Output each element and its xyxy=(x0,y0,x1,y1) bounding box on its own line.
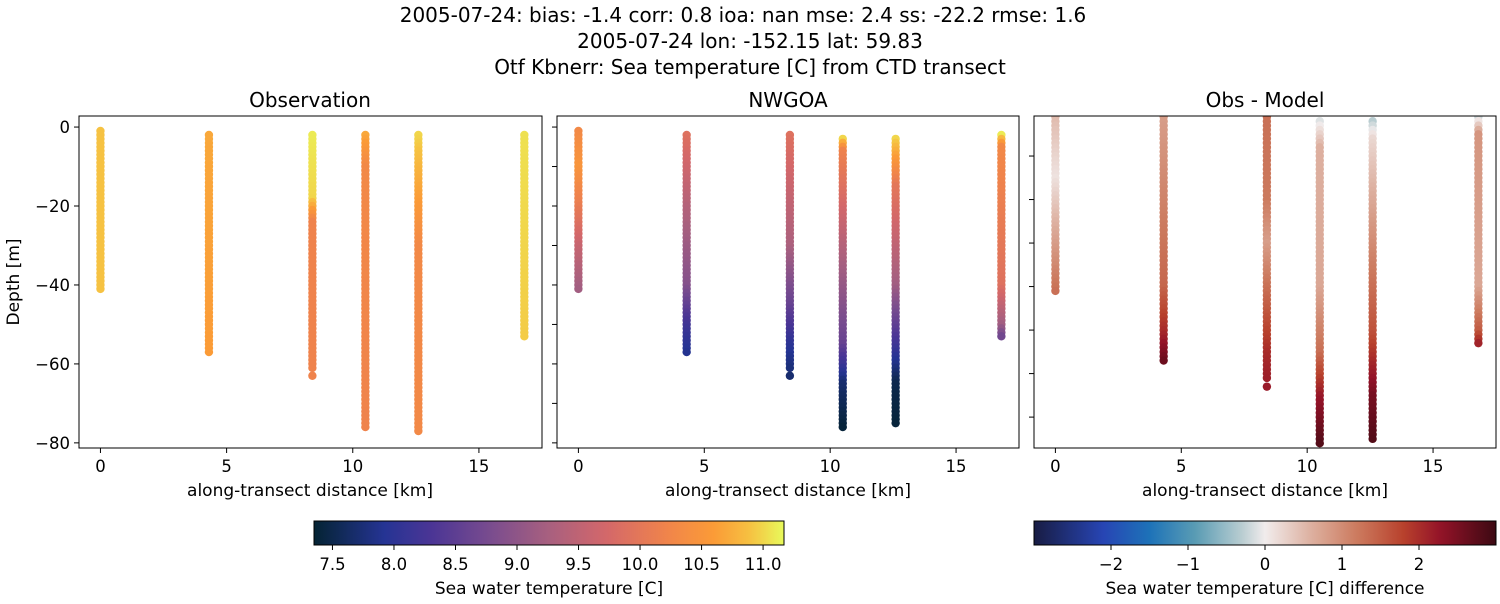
colorbar-tick-label: 9.0 xyxy=(504,555,530,574)
profile-station-1 xyxy=(574,126,583,294)
data-point xyxy=(891,418,900,428)
x-tick-label: 0 xyxy=(1050,457,1061,476)
x-tick-label: 15 xyxy=(1423,457,1444,476)
panel-observation: 0 5 10 15 0 −20 −40 −60 −80 xyxy=(35,115,543,476)
colorbar-tick-label: 8.5 xyxy=(442,555,468,574)
profile-station-4 xyxy=(1315,117,1324,448)
colorbar-tick-label: 7.5 xyxy=(319,555,345,574)
y-tick-label: 0 xyxy=(60,118,71,137)
x-axis-label-difference: along-transect distance [km] xyxy=(1142,481,1388,501)
profile-station-6 xyxy=(1474,116,1483,348)
y-tick-label: −80 xyxy=(35,434,70,453)
panel-difference: 0 5 10 15 xyxy=(1029,115,1497,476)
profile-station-2 xyxy=(682,130,691,357)
panel-model: 0 5 10 15 xyxy=(552,115,1020,476)
profile-station-3 xyxy=(308,130,317,380)
colorbar-tick-label: 11.0 xyxy=(745,555,782,574)
data-points xyxy=(96,126,529,436)
figure-title-line-3: Otf Kbnerr: Sea temperature [C] from CTD… xyxy=(494,55,1006,79)
colorbar-tick-label: −1 xyxy=(1176,555,1200,574)
data-point xyxy=(414,426,423,436)
panel-title-difference: Obs - Model xyxy=(1206,88,1325,112)
axes-frame xyxy=(556,115,1020,449)
x-axis-label-observation: along-transect distance [km] xyxy=(187,481,433,501)
colorbar-tick-label: 10.0 xyxy=(622,555,659,574)
colorbar-tick-label: 0 xyxy=(1260,555,1271,574)
data-point xyxy=(682,347,691,357)
data-point xyxy=(574,284,583,294)
x-axis-label-model: along-transect distance [km] xyxy=(665,481,911,501)
data-point xyxy=(997,332,1006,341)
colorbar-label-difference: Sea water temperature [C] difference xyxy=(1105,579,1424,599)
colorbar-tick-label: 9.5 xyxy=(565,555,591,574)
x-tick-label: 10 xyxy=(820,457,841,476)
profile-station-2 xyxy=(1159,116,1168,365)
x-tick-label: 5 xyxy=(221,457,232,476)
colorbar-gradient xyxy=(313,520,785,546)
profile-station-3 xyxy=(785,130,795,380)
y-tick-label: −20 xyxy=(35,197,70,216)
figure-title-line-1: 2005-07-24: bias: -1.4 corr: 0.8 ioa: na… xyxy=(400,3,1087,27)
data-point xyxy=(96,284,105,294)
panel-title-observation: Observation xyxy=(249,88,371,112)
profile-station-6 xyxy=(520,130,529,341)
colorbar-gradient xyxy=(1033,520,1497,546)
colorbar-tick-label: 2 xyxy=(1414,555,1425,574)
x-tick-label: 0 xyxy=(573,457,584,476)
figure-title-line-2: 2005-07-24 lon: -152.15 lat: 59.83 xyxy=(577,29,923,53)
x-tick-label: 10 xyxy=(342,457,363,476)
data-point xyxy=(361,422,370,432)
data-point xyxy=(520,332,529,341)
data-point xyxy=(1159,356,1168,365)
profile-station-4 xyxy=(838,134,847,432)
y-axis-label: Depth [m] xyxy=(4,238,24,325)
colorbar-label-temperature: Sea water temperature [C] xyxy=(435,579,663,599)
data-point xyxy=(1262,373,1272,383)
data-point xyxy=(204,347,214,357)
axes-frame xyxy=(78,115,543,449)
y-tick-label: −60 xyxy=(35,355,70,374)
profile-station-4 xyxy=(361,130,370,432)
x-tick-label: 5 xyxy=(699,457,710,476)
colorbar-tick-label: 1 xyxy=(1337,555,1348,574)
profile-station-5 xyxy=(414,130,423,436)
colorbar-difference: −2 −1 0 1 2 xyxy=(1033,520,1497,574)
data-points xyxy=(1051,116,1483,448)
x-tick-label: 15 xyxy=(468,457,489,476)
profile-station-5 xyxy=(891,134,900,428)
colorbar-tick-label: 10.5 xyxy=(683,555,720,574)
data-point xyxy=(1262,382,1272,391)
data-point xyxy=(838,422,847,432)
panel-title-model: NWGOA xyxy=(748,88,828,112)
profile-station-3 xyxy=(1262,116,1272,391)
data-point xyxy=(785,371,795,380)
data-point xyxy=(1474,338,1483,348)
data-point xyxy=(308,363,317,373)
data-point xyxy=(785,363,795,373)
colorbar-tick-label: −2 xyxy=(1099,555,1123,574)
data-points xyxy=(574,126,1006,432)
data-point xyxy=(1368,434,1377,444)
profile-station-1 xyxy=(96,126,105,294)
data-point xyxy=(1315,439,1324,448)
colorbar-tick-label: 8.0 xyxy=(381,555,407,574)
x-tick-label: 15 xyxy=(946,457,967,476)
colorbar-temperature: 7.5 8.0 8.5 9.0 9.5 10.0 10.5 11.0 xyxy=(313,520,785,574)
x-tick-label: 10 xyxy=(1297,457,1318,476)
y-tick-label: −40 xyxy=(35,276,70,295)
profile-station-5 xyxy=(1368,117,1377,444)
x-tick-label: 0 xyxy=(95,457,106,476)
profile-station-6 xyxy=(997,130,1006,341)
profile-station-1 xyxy=(1051,116,1060,296)
axes-frame xyxy=(1033,115,1497,449)
data-point xyxy=(308,371,317,380)
profile-station-2 xyxy=(204,130,214,357)
data-point xyxy=(1051,286,1060,296)
x-tick-label: 5 xyxy=(1176,457,1187,476)
